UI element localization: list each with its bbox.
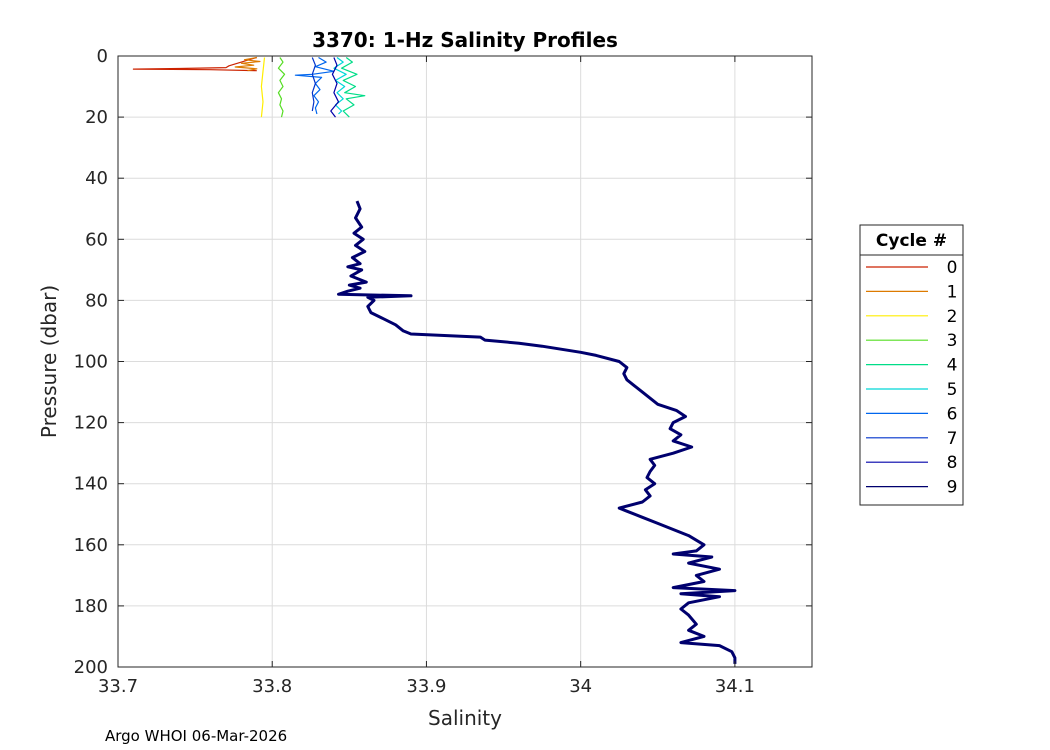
y-tick-label: 0 [97, 46, 108, 67]
x-tick-label: 33.7 [98, 676, 138, 697]
series-line-cycle-2 [260, 57, 266, 118]
series-line-cycle-9 [337, 200, 737, 664]
legend-label-cycle-6: 6 [947, 404, 958, 424]
grid-lines [117, 55, 812, 668]
series-line-cycle-0 [132, 56, 257, 72]
series-line-cycle-1 [234, 56, 261, 72]
y-tick-label: 20 [85, 107, 108, 128]
y-tick-label: 180 [74, 596, 108, 617]
y-tick-label: 160 [74, 535, 108, 556]
y-tick-label: 200 [74, 657, 108, 678]
series-line-cycle-4 [341, 57, 366, 118]
y-tick-label: 40 [85, 168, 108, 189]
series-line-cycle-8 [330, 57, 340, 118]
x-tick-label: 34.1 [715, 676, 755, 697]
legend-label-cycle-3: 3 [947, 331, 958, 351]
legend-label-cycle-9: 9 [947, 478, 958, 498]
axis-ticks: 33.7 33.8 33.9 34 34.1 0 20 40 60 80 100 120 140 160 1… [74, 46, 812, 697]
legend-label-cycle-0: 0 [947, 258, 958, 278]
chart-title: 3370: 1-Hz Salinity Profiles [312, 28, 618, 52]
y-tick-label: 60 [85, 229, 108, 250]
series-line-cycle-3 [277, 57, 286, 118]
x-axis-label: Salinity [428, 706, 502, 730]
y-tick-label: 80 [85, 290, 108, 311]
y-tick-label: 100 [74, 352, 108, 373]
legend-title: Cycle # [876, 231, 947, 251]
x-tick-label: 34 [569, 676, 592, 697]
legend-label-cycle-8: 8 [947, 453, 958, 473]
y-tick-label: 140 [74, 474, 108, 495]
y-tick-label: 120 [74, 413, 108, 434]
legend-label-cycle-2: 2 [947, 307, 958, 327]
plot-area [132, 56, 737, 664]
legend-label-cycle-7: 7 [947, 429, 958, 449]
legend-label-cycle-1: 1 [947, 282, 958, 302]
legend: Cycle #0 1 2 3 4 5 6 7 8 9 [859, 224, 964, 506]
footer-credit: Argo WHOI 06-Mar-2026 [105, 727, 287, 745]
x-tick-label: 33.9 [406, 676, 446, 697]
series-line-cycle-7 [311, 57, 316, 112]
x-tick-label: 33.8 [252, 676, 292, 697]
legend-label-cycle-5: 5 [947, 380, 958, 400]
legend-label-cycle-4: 4 [947, 356, 958, 376]
y-axis-label: Pressure (dbar) [37, 285, 61, 438]
